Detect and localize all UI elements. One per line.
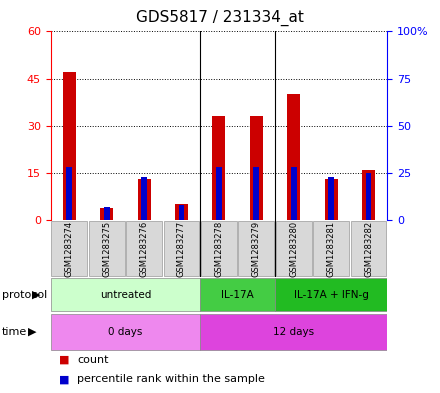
Bar xyxy=(287,94,300,220)
Bar xyxy=(328,177,334,220)
Text: IL-17A + IFN-g: IL-17A + IFN-g xyxy=(293,290,369,300)
Bar xyxy=(138,179,150,220)
Text: GSM1283276: GSM1283276 xyxy=(139,220,149,277)
Text: 0 days: 0 days xyxy=(108,327,143,337)
Bar xyxy=(200,279,275,311)
Bar xyxy=(141,177,147,220)
Text: GSM1283274: GSM1283274 xyxy=(65,220,74,277)
Bar xyxy=(175,204,188,220)
Bar xyxy=(179,205,184,220)
Text: percentile rank within the sample: percentile rank within the sample xyxy=(77,374,265,384)
Text: ■: ■ xyxy=(59,354,70,365)
Text: GDS5817 / 231334_at: GDS5817 / 231334_at xyxy=(136,10,304,26)
Bar xyxy=(253,167,259,220)
Text: IL-17A: IL-17A xyxy=(221,290,254,300)
Text: GSM1283281: GSM1283281 xyxy=(326,220,336,277)
Bar xyxy=(313,221,349,276)
Bar xyxy=(164,221,199,276)
Text: ■: ■ xyxy=(59,374,70,384)
Bar xyxy=(325,179,337,220)
Text: GSM1283277: GSM1283277 xyxy=(177,220,186,277)
Bar xyxy=(351,221,386,276)
Text: GSM1283278: GSM1283278 xyxy=(214,220,224,277)
Bar xyxy=(51,314,200,350)
Text: GSM1283275: GSM1283275 xyxy=(102,220,111,277)
Bar xyxy=(104,207,110,220)
Bar xyxy=(362,170,375,220)
Bar xyxy=(291,167,297,220)
Bar xyxy=(51,221,87,276)
Text: GSM1283282: GSM1283282 xyxy=(364,220,373,277)
Bar xyxy=(100,208,113,220)
Bar xyxy=(275,279,387,311)
Bar xyxy=(201,221,237,276)
Bar xyxy=(126,221,162,276)
Bar xyxy=(89,221,125,276)
Bar xyxy=(250,116,263,220)
Bar xyxy=(238,221,274,276)
Text: untreated: untreated xyxy=(100,290,151,300)
Text: GSM1283280: GSM1283280 xyxy=(289,220,298,277)
Bar xyxy=(276,221,312,276)
Bar xyxy=(51,279,200,311)
Text: ▶: ▶ xyxy=(32,290,40,300)
Bar xyxy=(66,167,72,220)
Bar xyxy=(366,173,371,220)
Text: GSM1283279: GSM1283279 xyxy=(252,220,261,277)
Text: ▶: ▶ xyxy=(28,327,37,337)
Text: count: count xyxy=(77,354,109,365)
Bar xyxy=(216,167,222,220)
Bar xyxy=(63,72,76,220)
Bar xyxy=(213,116,225,220)
Text: time: time xyxy=(2,327,27,337)
Text: protocol: protocol xyxy=(2,290,48,300)
Text: 12 days: 12 days xyxy=(273,327,314,337)
Bar xyxy=(200,314,387,350)
